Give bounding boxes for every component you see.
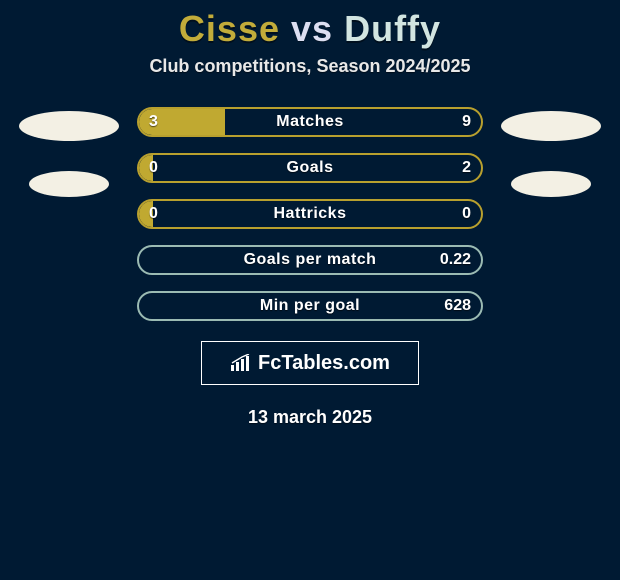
- stat-bar-label: Goals: [139, 155, 481, 181]
- stat-bar-right-value: 2: [462, 155, 471, 181]
- stat-bar-label: Min per goal: [139, 293, 481, 319]
- player1-crest-1: [19, 111, 119, 141]
- stat-bar-label: Matches: [139, 109, 481, 135]
- stat-bar-right-value: 0: [462, 201, 471, 227]
- subtitle: Club competitions, Season 2024/2025: [0, 56, 620, 77]
- right-crest-column: [501, 107, 601, 197]
- player2-crest-2: [511, 171, 591, 197]
- title-vs: vs: [291, 8, 333, 49]
- report-date: 13 march 2025: [0, 407, 620, 428]
- left-crest-column: [19, 107, 119, 197]
- stat-bar-left-value: 3: [149, 109, 158, 135]
- stat-bar-right-value: 628: [444, 293, 471, 319]
- stat-bar: Goals per match0.22: [137, 245, 483, 275]
- stat-bar: Goals0 2: [137, 153, 483, 183]
- comparison-panel: Matches39Goals02Hattricks00Goals per mat…: [0, 107, 620, 321]
- stat-bar-label: Hattricks: [139, 201, 481, 227]
- stat-bar-right-value: 9: [462, 109, 471, 135]
- title-player2: Duffy: [344, 8, 441, 49]
- brand-badge: FcTables.com: [201, 341, 419, 385]
- stat-bars: Matches39Goals02Hattricks00Goals per mat…: [137, 107, 483, 321]
- stat-bar-label: Goals per match: [139, 247, 481, 273]
- page-title: Cisse vs Duffy: [0, 0, 620, 56]
- brand-text: FcTables.com: [258, 352, 390, 375]
- chart-icon: [230, 354, 252, 372]
- title-player1: Cisse: [179, 8, 280, 49]
- stat-bar: Min per goal628: [137, 291, 483, 321]
- stat-bar-left-value: 0: [149, 201, 158, 227]
- stat-bar: Matches3 9: [137, 107, 483, 137]
- stat-bar-left-value: 0: [149, 155, 158, 181]
- stat-bar: Hattricks0 0: [137, 199, 483, 229]
- player2-crest-1: [501, 111, 601, 141]
- stat-bar-right-value: 0.22: [440, 247, 471, 273]
- player1-crest-2: [29, 171, 109, 197]
